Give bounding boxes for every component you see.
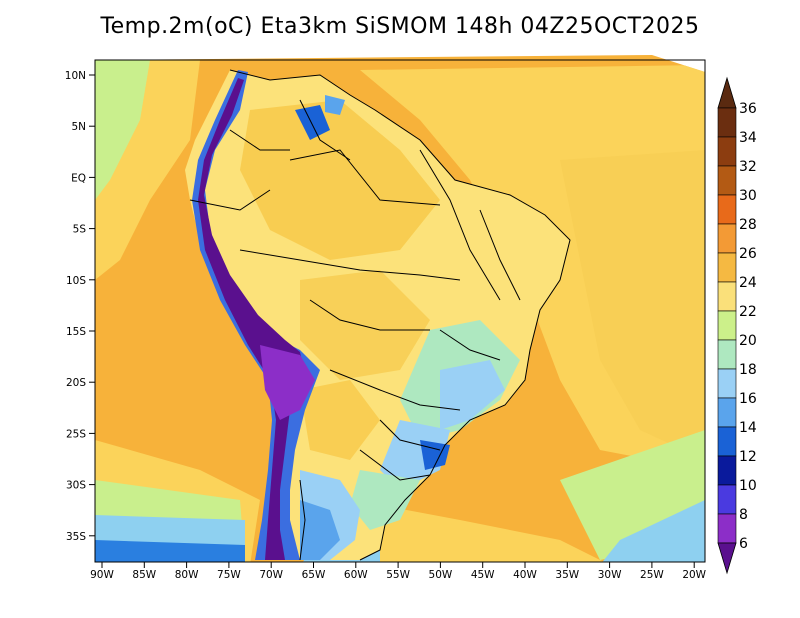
colorbar-swatch	[717, 484, 737, 515]
lon-label: 45W	[471, 569, 495, 581]
colorbar-bottom-arrow	[717, 542, 737, 575]
lat-label: 15S	[66, 326, 86, 338]
latitude-axis: 10N 5N EQ 5S 10S 15S 20S 25S 30S 35S	[65, 70, 95, 543]
lat-label: EQ	[71, 172, 86, 184]
lon-label: 70W	[259, 569, 283, 581]
colorbar-label: 24	[739, 275, 757, 291]
colorbar-swatch	[717, 513, 737, 544]
colorbar-label: 10	[739, 478, 757, 494]
colorbar-swatch	[717, 455, 737, 486]
colorbar: 36 34 32 30 28 26 24 22 20 18 16 14 12 10 8 6	[717, 76, 757, 575]
colorbar-swatch	[717, 397, 737, 428]
colorbar-swatch	[717, 107, 737, 138]
chart-title: Temp.2m(oC) Eta3km SiSMOM 148h 04Z25OCT2…	[100, 14, 700, 39]
map-frame	[94, 59, 706, 563]
colorbar-label: 34	[739, 130, 757, 146]
colorbar-label: 28	[739, 217, 757, 233]
colorbar-label: 22	[739, 304, 757, 320]
lat-label: 10N	[65, 70, 86, 82]
longitude-axis: 90W 85W 80W 75W 70W 65W 60W 55W 50W 45W 40W 35W 30W 2…	[90, 562, 707, 581]
colorbar-swatch	[717, 136, 737, 167]
colorbar-swatch	[717, 223, 737, 254]
colorbar-swatch	[717, 252, 737, 283]
temperature-field	[95, 55, 705, 562]
lon-label: 80W	[175, 569, 199, 581]
andes-cold-band	[192, 70, 320, 560]
lon-label: 65W	[302, 569, 326, 581]
colorbar-label: 32	[739, 159, 757, 175]
colorbar-swatch	[717, 281, 737, 312]
lon-label: 90W	[90, 569, 114, 581]
lat-label: 20S	[66, 377, 86, 389]
lon-label: 40W	[513, 569, 537, 581]
colorbar-label: 16	[739, 391, 757, 407]
colorbar-label: 26	[739, 246, 757, 262]
colorbar-label: 6	[739, 536, 748, 552]
lat-label: 5S	[73, 224, 87, 236]
colorbar-swatch	[717, 310, 737, 341]
lat-label: 25S	[66, 428, 86, 440]
lon-label: 85W	[132, 569, 156, 581]
colorbar-label: 8	[739, 507, 748, 523]
colorbar-label: 20	[739, 333, 757, 349]
colorbar-swatch	[717, 339, 737, 370]
lon-label: 25W	[640, 569, 664, 581]
colorbar-label: 36	[739, 101, 757, 117]
lat-label: 30S	[66, 480, 86, 492]
lon-label: 35W	[555, 569, 579, 581]
colorbar-label: 12	[739, 449, 757, 465]
lat-label: 5N	[71, 121, 86, 133]
lon-label: 20W	[682, 569, 706, 581]
lon-label: 50W	[429, 569, 453, 581]
country-borders	[189, 69, 571, 561]
colorbar-swatch	[717, 368, 737, 399]
colorbar-label: 14	[739, 420, 757, 436]
colorbar-swatch	[717, 165, 737, 196]
lon-label: 55W	[386, 569, 410, 581]
colorbar-label: 30	[739, 188, 757, 204]
colorbar-swatch	[717, 194, 737, 225]
colorbar-swatch	[717, 426, 737, 457]
colorbar-label: 18	[739, 362, 757, 378]
lon-label: 30W	[598, 569, 622, 581]
lon-label: 75W	[217, 569, 241, 581]
lat-label: 10S	[66, 275, 86, 287]
colorbar-top-arrow	[717, 76, 737, 109]
lon-label: 60W	[344, 569, 368, 581]
lat-label: 35S	[66, 531, 86, 543]
